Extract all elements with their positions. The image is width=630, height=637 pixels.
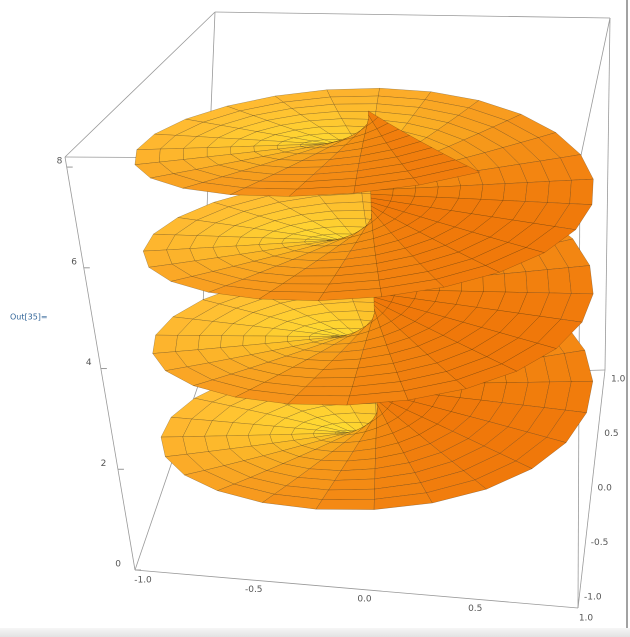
surface-patch	[569, 178, 594, 205]
surface-patch	[287, 395, 350, 406]
surface-patch	[296, 386, 353, 397]
surface-patch	[502, 182, 528, 202]
toolbar	[0, 628, 630, 637]
x-tick-label: 1.0	[579, 614, 594, 624]
surface-patch	[568, 265, 594, 295]
surface-patch	[413, 165, 481, 186]
surface-patch	[504, 271, 528, 293]
surface	[134, 88, 594, 510]
z-tick-label: 8	[57, 157, 63, 167]
surface-patch	[525, 181, 550, 203]
surface-patch	[258, 291, 325, 301]
box-edge	[604, 17, 611, 371]
z-tick-label: 2	[101, 459, 107, 469]
surface-patch	[547, 180, 572, 204]
surface-patch	[404, 379, 467, 401]
surface-patch	[328, 478, 375, 491]
z-tick-label: 6	[71, 257, 77, 267]
y-tick-label: 0.0	[598, 484, 613, 494]
box-edge	[64, 156, 136, 571]
surface-patch	[152, 334, 178, 354]
surface-patch	[436, 185, 461, 199]
z-tick-label: 4	[86, 358, 92, 368]
surface-patch	[175, 335, 200, 352]
y-tick-label: 0.5	[604, 429, 618, 439]
box-edge	[579, 17, 611, 161]
surface-patch	[182, 436, 209, 455]
surface-patch	[321, 488, 375, 500]
surface-patch	[480, 183, 506, 201]
x-tick-label: -0.5	[245, 585, 263, 595]
surface-patch	[160, 436, 188, 457]
z-tick-label: 0	[115, 560, 121, 570]
surface-patch	[547, 267, 572, 294]
y-tick-label: -1.0	[584, 593, 602, 603]
surface-patch	[482, 273, 506, 293]
surface-patch	[392, 187, 417, 197]
surface-patch	[325, 201, 365, 212]
y-tick-label: -0.5	[591, 538, 609, 548]
box-edge	[577, 369, 606, 609]
surface-patch	[458, 184, 484, 200]
x-tick-label: 0.5	[468, 604, 482, 614]
surface-patch	[426, 479, 487, 504]
surface-patch	[380, 279, 445, 297]
surface-patch	[414, 186, 439, 198]
cell-label: Out[35]=	[10, 313, 48, 322]
surface-patch	[315, 499, 375, 510]
x-tick-label: -1.0	[134, 576, 152, 586]
x-tick-label: 0.0	[357, 595, 372, 605]
y-tick-label: 1.0	[611, 375, 626, 385]
box-edge	[134, 569, 579, 609]
surface-patch	[330, 95, 379, 105]
surface-patch	[197, 335, 222, 350]
tick-labels: 0 2 4 6 8 -1.0 -0.5 0.0 0.5 1.0 -1.0 -0.5 0.0 0.5 1.0	[57, 157, 626, 624]
surface-patch	[333, 103, 378, 112]
surface-patch	[326, 88, 380, 98]
box-edge	[214, 11, 611, 19]
box-edge	[64, 11, 216, 158]
surface-patch	[525, 269, 550, 294]
